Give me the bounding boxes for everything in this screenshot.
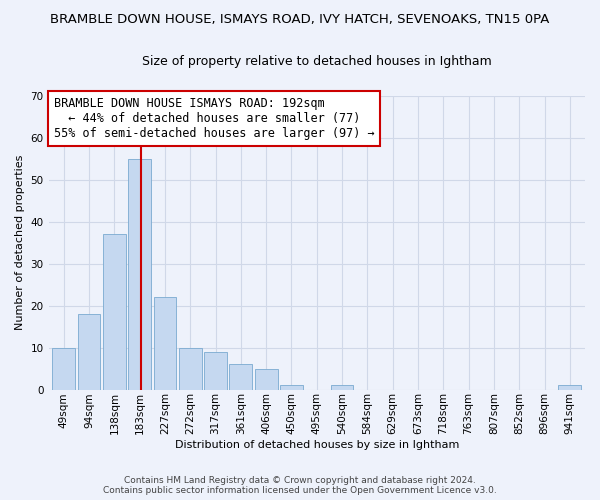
Bar: [280, 386, 303, 390]
Bar: [255, 368, 278, 390]
Bar: [559, 386, 581, 390]
Text: BRAMBLE DOWN HOUSE ISMAYS ROAD: 192sqm
  ← 44% of detached houses are smaller (7: BRAMBLE DOWN HOUSE ISMAYS ROAD: 192sqm ←…: [54, 97, 374, 140]
Bar: [331, 386, 353, 390]
X-axis label: Distribution of detached houses by size in Ightham: Distribution of detached houses by size …: [175, 440, 459, 450]
Bar: [179, 348, 202, 390]
Text: Contains HM Land Registry data © Crown copyright and database right 2024.
Contai: Contains HM Land Registry data © Crown c…: [103, 476, 497, 495]
Bar: [77, 314, 100, 390]
Bar: [103, 234, 126, 390]
Bar: [128, 158, 151, 390]
Bar: [204, 352, 227, 390]
Bar: [52, 348, 75, 390]
Bar: [229, 364, 252, 390]
Title: Size of property relative to detached houses in Ightham: Size of property relative to detached ho…: [142, 55, 491, 68]
Text: BRAMBLE DOWN HOUSE, ISMAYS ROAD, IVY HATCH, SEVENOAKS, TN15 0PA: BRAMBLE DOWN HOUSE, ISMAYS ROAD, IVY HAT…: [50, 12, 550, 26]
Y-axis label: Number of detached properties: Number of detached properties: [15, 155, 25, 330]
Bar: [154, 297, 176, 390]
